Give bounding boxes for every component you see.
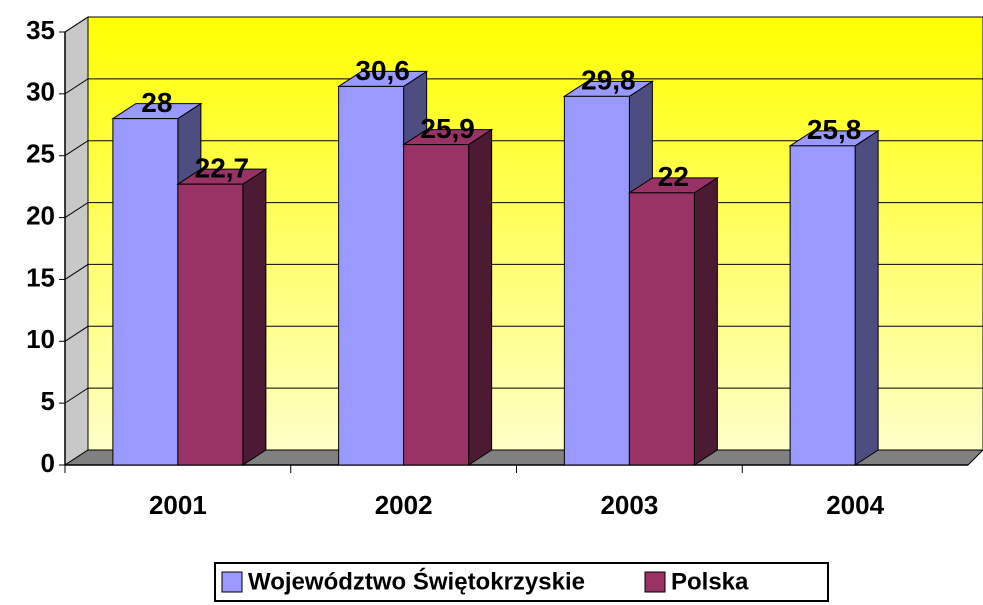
bar-side	[242, 168, 267, 466]
legend	[214, 562, 829, 602]
bar-side	[468, 128, 493, 466]
bar	[628, 192, 695, 466]
y-tick-label: 15	[26, 262, 55, 292]
y-tick-label: 0	[41, 448, 55, 478]
data-label: 22	[658, 161, 689, 192]
data-label: 30,6	[355, 55, 410, 86]
bar-side	[693, 176, 718, 466]
data-label: 25,9	[420, 113, 475, 144]
x-tick-label: 2004	[826, 490, 884, 520]
bar	[338, 85, 405, 466]
y-tick-label: 35	[26, 15, 55, 45]
grid-line	[64, 16, 983, 33]
legend-label: Polska	[671, 568, 749, 595]
x-tick-label: 2002	[375, 490, 433, 520]
data-label: 29,8	[581, 65, 636, 96]
y-tick-label: 30	[26, 77, 55, 107]
x-tick-label: 2003	[600, 490, 658, 520]
bar	[177, 183, 244, 466]
data-label: 28	[141, 87, 172, 118]
y-tick-label: 20	[26, 200, 55, 230]
legend-label: Województwo Świętokrzyskie	[248, 567, 585, 595]
data-label: 25,8	[807, 114, 862, 145]
grid-line	[64, 78, 983, 95]
legend-swatch	[644, 571, 666, 593]
bar	[789, 145, 856, 466]
y-tick-label: 25	[26, 139, 55, 169]
grid-line	[64, 140, 983, 157]
y-tick-label: 5	[41, 386, 55, 416]
bar-side	[854, 129, 879, 466]
bar	[403, 144, 470, 466]
legend-swatch	[221, 571, 243, 593]
data-label: 22,7	[195, 153, 250, 184]
x-tick-label: 2001	[149, 490, 207, 520]
y-tick-label: 10	[26, 324, 55, 354]
bar	[563, 95, 630, 466]
side-wall	[64, 16, 89, 466]
bar	[112, 118, 179, 466]
